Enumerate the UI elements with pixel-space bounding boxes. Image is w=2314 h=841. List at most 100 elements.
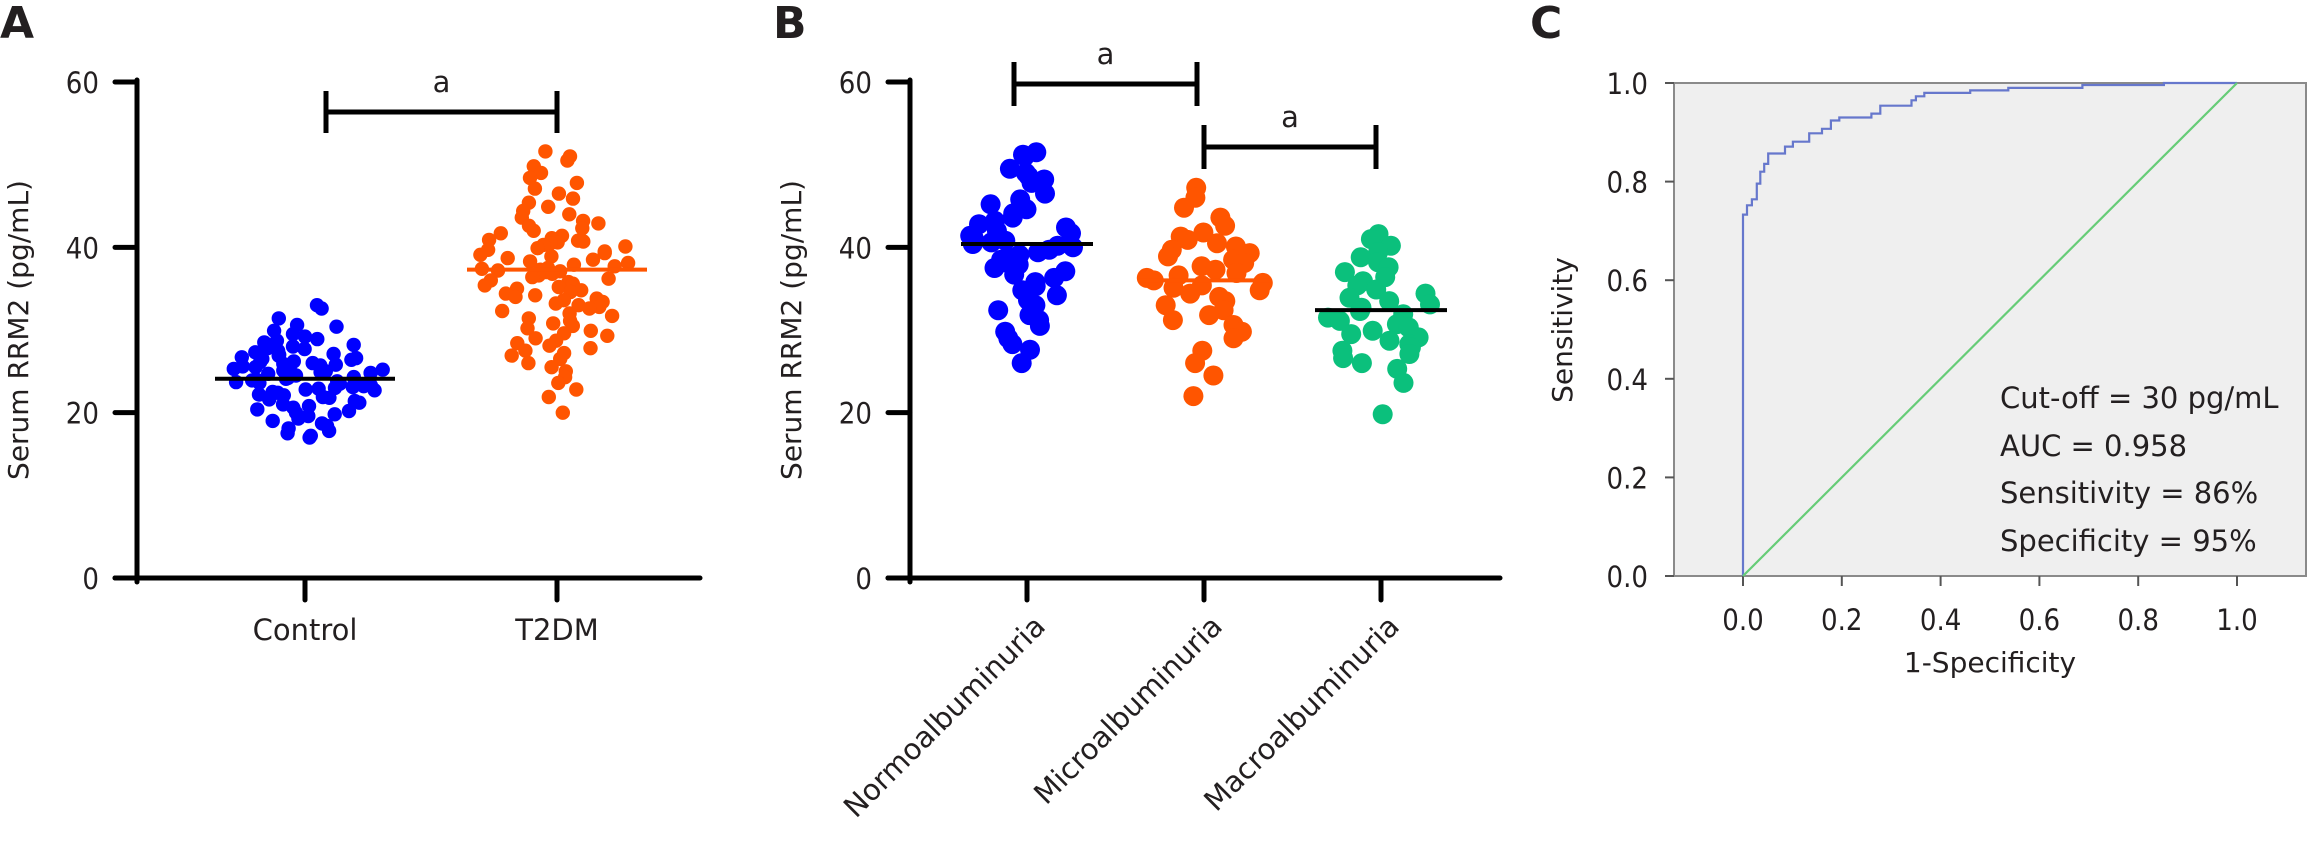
data-point-control [329, 319, 344, 334]
y-axis-title-c: Sensitivity [1546, 257, 1579, 403]
data-point-control [298, 382, 313, 397]
x-tick-label: 0.8 [2117, 603, 2158, 637]
data-point-macroalbuminuria [1333, 348, 1354, 369]
data-point-control [310, 331, 325, 347]
data-point-t2dm [526, 223, 541, 238]
panel-a: A Serum RRM2 (pg/mL) 0 20 40 60 a Control T2… [0, 0, 703, 647]
data-point-normoalbuminuria [999, 158, 1020, 179]
data-point-t2dm [551, 375, 566, 391]
data-point-normoalbuminuria [984, 258, 1005, 278]
y-tick-label: 0.6 [1607, 264, 1648, 298]
data-point-t2dm [569, 175, 585, 191]
data-point-control [356, 379, 371, 394]
data-point-control [367, 383, 382, 398]
data-point-t2dm [544, 249, 559, 264]
y-tick-label: 0.8 [1607, 166, 1648, 200]
category-labels-a: Control T2DM [253, 613, 599, 647]
x-tick-label: 1.0 [2216, 603, 2257, 637]
data-point-control [302, 430, 317, 445]
y-axis-title-b: Serum RRM2 (pg/mL) [775, 180, 808, 480]
data-point-t2dm [618, 239, 633, 254]
y-tick-label: 40 [839, 231, 872, 265]
data-point-t2dm [525, 269, 540, 285]
data-point-t2dm [508, 289, 523, 305]
data-point-control [226, 361, 241, 377]
y-tick-label: 0.0 [1607, 560, 1648, 594]
data-point-microalbuminuria [1199, 305, 1220, 326]
category-labels-b: NormoalbuminuriaMicroalbuminuriaMacroalb… [837, 609, 1406, 824]
category-label-microalbuminuria: Microalbuminuria [1027, 609, 1229, 811]
data-point-t2dm [565, 191, 581, 206]
data-point-macroalbuminuria [1379, 291, 1400, 312]
panel-letter-a: A [0, 0, 34, 49]
dots-a [226, 144, 636, 445]
data-point-t2dm [477, 278, 492, 293]
data-point-t2dm [504, 348, 519, 363]
data-point-normoalbuminuria [1044, 267, 1065, 288]
annotation-cutoff: Cut-off = 30 pg/mL [2000, 381, 2279, 415]
x-tick-label: 0.4 [1920, 603, 1961, 637]
data-point-t2dm [546, 316, 561, 331]
y-tick-label: 60 [839, 66, 872, 100]
data-point-microalbuminuria [1203, 365, 1224, 386]
data-point-control [262, 392, 277, 407]
category-label-control: Control [253, 613, 358, 647]
data-point-normoalbuminuria [1028, 242, 1048, 263]
data-point-macroalbuminuria [1334, 262, 1355, 283]
data-point-microalbuminuria [1226, 263, 1247, 283]
data-point-normoalbuminuria [1002, 207, 1023, 228]
y-ticks-a: 0 20 40 60 [66, 66, 140, 596]
data-point-control [341, 403, 357, 419]
data-point-t2dm [493, 226, 508, 241]
panel-letter-c: C [1530, 0, 1562, 49]
significance-b: aa [1011, 37, 1379, 169]
data-point-control [322, 390, 337, 405]
data-point-control [344, 352, 359, 367]
data-point-t2dm [569, 382, 584, 397]
data-point-normoalbuminuria [1014, 146, 1035, 167]
data-point-microalbuminuria [1215, 215, 1236, 236]
data-point-macroalbuminuria [1366, 279, 1387, 300]
annotation-specificity: Specificity = 95% [2000, 524, 2257, 558]
data-point-control [326, 346, 341, 362]
data-point-t2dm [620, 255, 636, 271]
data-point-microalbuminuria [1249, 280, 1270, 301]
data-point-control [346, 337, 361, 353]
data-point-control [321, 423, 337, 439]
category-label-t2dm: T2DM [514, 613, 599, 647]
y-tick-label: 0.2 [1607, 461, 1648, 495]
significance-label: a [433, 65, 451, 99]
category-label-normoalbuminuria: Normoalbuminuria [837, 609, 1052, 824]
data-point-t2dm [591, 216, 606, 231]
data-point-t2dm [597, 245, 612, 261]
mean-lines-b [961, 242, 1447, 313]
data-point-normoalbuminuria [1021, 172, 1042, 193]
y-tick-label: 0 [82, 562, 99, 596]
y-tick-label: 60 [66, 66, 99, 100]
data-point-t2dm [575, 221, 590, 236]
data-point-t2dm [521, 355, 536, 371]
data-point-macroalbuminuria [1341, 324, 1362, 345]
data-point-microalbuminuria [1185, 353, 1206, 374]
data-point-t2dm [582, 301, 597, 316]
data-point-control [285, 326, 301, 342]
series-line-roc [1741, 81, 2237, 576]
data-point-microalbuminuria [1155, 295, 1176, 316]
data-point-microalbuminuria [1158, 246, 1178, 267]
data-point-control [345, 379, 360, 395]
data-point-t2dm [604, 308, 620, 324]
data-point-t2dm [600, 328, 615, 343]
y-ticks-b: 0 20 40 60 [839, 66, 913, 596]
data-point-control [265, 413, 280, 429]
data-point-t2dm [522, 170, 538, 186]
data-point-t2dm [560, 153, 575, 168]
data-point-t2dm [500, 250, 515, 266]
data-point-macroalbuminuria [1399, 344, 1420, 364]
data-point-normoalbuminuria [1035, 183, 1055, 204]
data-point-microalbuminuria [1183, 386, 1204, 407]
y-tick-label: 0.4 [1607, 363, 1648, 397]
x-tick-label: 0.2 [1821, 603, 1862, 637]
data-point-t2dm [541, 199, 556, 214]
x-tick-label: 0.0 [1722, 603, 1763, 637]
data-point-normoalbuminuria [1011, 353, 1032, 374]
